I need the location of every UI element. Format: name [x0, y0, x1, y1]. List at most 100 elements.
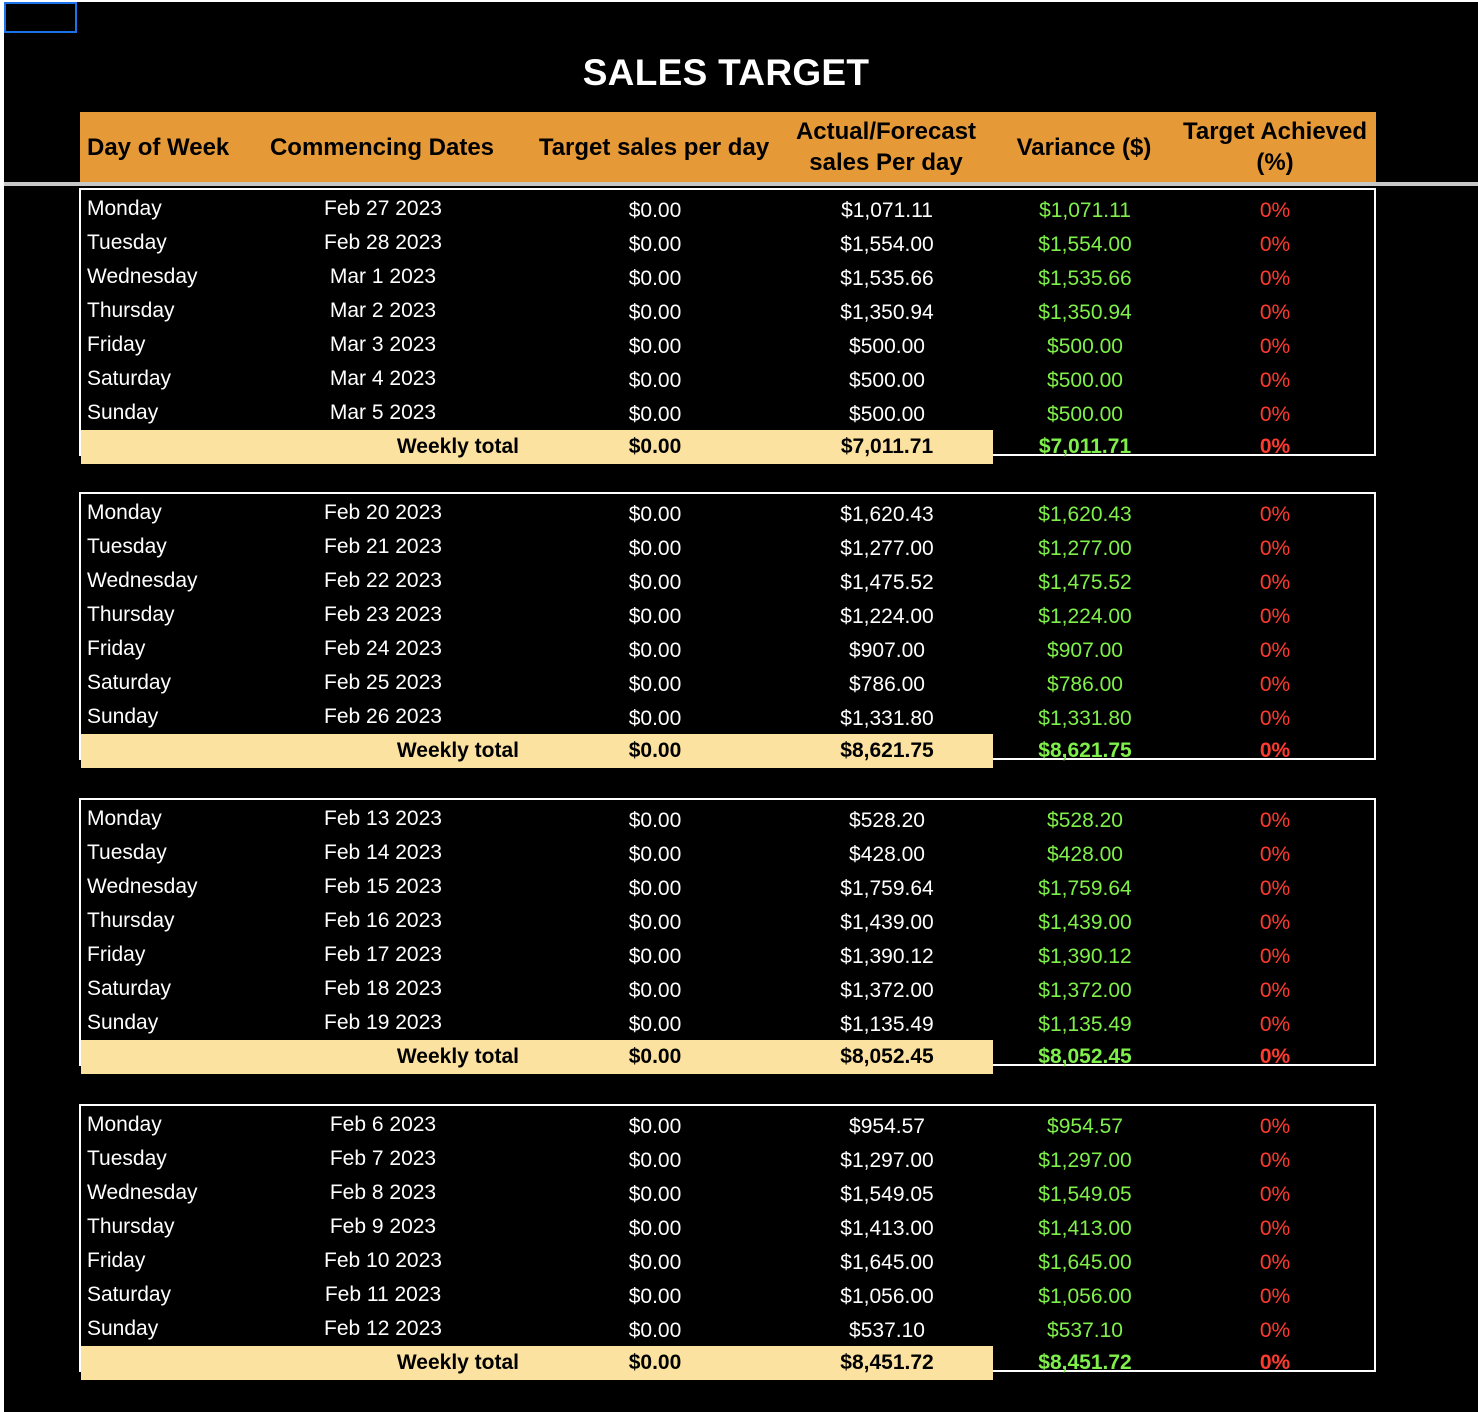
cell-achieved[interactable]: 0%	[1259, 403, 1291, 426]
cell-date[interactable]: Feb 19 2023	[324, 1011, 442, 1034]
cell-day[interactable]: Sunday	[87, 705, 159, 728]
cell-variance[interactable]: $1,554.00	[1038, 233, 1132, 256]
cell-actual[interactable]: $500.00	[849, 369, 925, 392]
cell-target[interactable]: $0.00	[628, 673, 682, 696]
cell-variance[interactable]: $1,439.00	[1038, 911, 1132, 934]
cell-achieved[interactable]: 0%	[1259, 301, 1291, 324]
cell-date[interactable]: Feb 20 2023	[324, 501, 442, 524]
cell-variance[interactable]: $500.00	[1047, 369, 1123, 392]
cell-achieved[interactable]: 0%	[1259, 267, 1291, 290]
cell-day[interactable]: Friday	[87, 1249, 146, 1272]
cell-date[interactable]: Feb 25 2023	[324, 671, 442, 694]
cell-target[interactable]: $0.00	[628, 233, 682, 256]
cell-target[interactable]: $0.00	[628, 639, 682, 662]
cell-day[interactable]: Saturday	[87, 367, 172, 390]
cell-achieved[interactable]: 0%	[1259, 673, 1291, 696]
cell-date[interactable]: Feb 21 2023	[324, 535, 442, 558]
cell-achieved[interactable]: 0%	[1259, 1115, 1291, 1138]
cell-actual[interactable]: $1,620.43	[840, 503, 934, 526]
cell-achieved[interactable]: 0%	[1259, 1183, 1291, 1206]
cell-total-achieved[interactable]: 0%	[1259, 1045, 1291, 1068]
cell-date[interactable]: Mar 1 2023	[329, 265, 437, 288]
cell-day[interactable]: Sunday	[87, 1011, 159, 1034]
cell-achieved[interactable]: 0%	[1259, 911, 1291, 934]
cell-achieved[interactable]: 0%	[1259, 1319, 1291, 1342]
cell-total-achieved[interactable]: 0%	[1259, 1351, 1291, 1374]
cell-achieved[interactable]: 0%	[1259, 843, 1291, 866]
cell-total-actual[interactable]: $8,052.45	[840, 1045, 934, 1068]
cell-target[interactable]: $0.00	[628, 267, 682, 290]
cell-actual[interactable]: $1,535.66	[840, 267, 934, 290]
cell-target[interactable]: $0.00	[628, 199, 682, 222]
cell-day[interactable]: Wednesday	[87, 569, 198, 592]
cell-actual[interactable]: $500.00	[849, 335, 925, 358]
cell-target[interactable]: $0.00	[628, 1115, 682, 1138]
cell-date[interactable]: Feb 24 2023	[324, 637, 442, 660]
cell-actual[interactable]: $1,372.00	[840, 979, 934, 1002]
cell-target[interactable]: $0.00	[628, 911, 682, 934]
active-cell-selection[interactable]	[4, 2, 77, 33]
cell-actual[interactable]: $1,350.94	[840, 301, 934, 324]
cell-variance[interactable]: $1,535.66	[1038, 267, 1132, 290]
cell-total-variance[interactable]: $8,621.75	[1038, 739, 1132, 762]
cell-date[interactable]: Feb 8 2023	[329, 1181, 437, 1204]
cell-achieved[interactable]: 0%	[1259, 335, 1291, 358]
cell-day[interactable]: Monday	[87, 501, 162, 524]
cell-target[interactable]: $0.00	[628, 877, 682, 900]
cell-variance[interactable]: $1,056.00	[1038, 1285, 1132, 1308]
cell-day[interactable]: Tuesday	[87, 841, 167, 864]
cell-achieved[interactable]: 0%	[1259, 809, 1291, 832]
cell-weekly-total-label[interactable]: Weekly total	[396, 435, 519, 458]
cell-day[interactable]: Friday	[87, 943, 146, 966]
cell-variance[interactable]: $786.00	[1047, 673, 1123, 696]
header-day-of-week[interactable]: Day of Week	[87, 112, 267, 182]
cell-date[interactable]: Feb 14 2023	[324, 841, 442, 864]
cell-target[interactable]: $0.00	[628, 571, 682, 594]
cell-actual[interactable]: $954.57	[849, 1115, 925, 1138]
cell-target[interactable]: $0.00	[628, 1013, 682, 1036]
cell-date[interactable]: Feb 18 2023	[324, 977, 442, 1000]
header-variance[interactable]: Variance ($)	[994, 112, 1174, 182]
cell-achieved[interactable]: 0%	[1259, 639, 1291, 662]
cell-achieved[interactable]: 0%	[1259, 233, 1291, 256]
cell-day[interactable]: Tuesday	[87, 231, 167, 254]
cell-day[interactable]: Thursday	[87, 603, 175, 626]
cell-variance[interactable]: $528.20	[1047, 809, 1123, 832]
cell-achieved[interactable]: 0%	[1259, 571, 1291, 594]
cell-achieved[interactable]: 0%	[1259, 1217, 1291, 1240]
cell-day[interactable]: Wednesday	[87, 875, 198, 898]
cell-actual[interactable]: $1,331.80	[840, 707, 934, 730]
cell-target[interactable]: $0.00	[628, 1149, 682, 1172]
cell-total-target[interactable]: $0.00	[628, 739, 682, 762]
header-actual-forecast[interactable]: Actual/Forecast sales Per day	[780, 112, 992, 182]
cell-actual[interactable]: $1,413.00	[840, 1217, 934, 1240]
header-target-achieved[interactable]: Target Achieved (%)	[1174, 112, 1376, 182]
cell-day[interactable]: Saturday	[87, 1283, 172, 1306]
cell-target[interactable]: $0.00	[628, 1217, 682, 1240]
cell-actual[interactable]: $528.20	[849, 809, 925, 832]
cell-variance[interactable]: $1,331.80	[1038, 707, 1132, 730]
cell-target[interactable]: $0.00	[628, 301, 682, 324]
cell-day[interactable]: Friday	[87, 333, 146, 356]
cell-actual[interactable]: $1,056.00	[840, 1285, 934, 1308]
frozen-rows-divider[interactable]	[4, 182, 1478, 186]
cell-actual[interactable]: $1,297.00	[840, 1149, 934, 1172]
cell-variance[interactable]: $428.00	[1047, 843, 1123, 866]
cell-variance[interactable]: $954.57	[1047, 1115, 1123, 1138]
cell-achieved[interactable]: 0%	[1259, 605, 1291, 628]
cell-day[interactable]: Thursday	[87, 299, 175, 322]
cell-actual[interactable]: $1,277.00	[840, 537, 934, 560]
cell-actual[interactable]: $1,475.52	[840, 571, 934, 594]
cell-variance[interactable]: $1,413.00	[1038, 1217, 1132, 1240]
cell-actual[interactable]: $500.00	[849, 403, 925, 426]
cell-variance[interactable]: $1,645.00	[1038, 1251, 1132, 1274]
cell-total-actual[interactable]: $8,451.72	[840, 1351, 934, 1374]
spreadsheet-grid[interactable]	[4, 2, 1478, 1412]
cell-actual[interactable]: $1,224.00	[840, 605, 934, 628]
cell-achieved[interactable]: 0%	[1259, 1149, 1291, 1172]
cell-target[interactable]: $0.00	[628, 605, 682, 628]
cell-actual[interactable]: $786.00	[849, 673, 925, 696]
cell-weekly-total-label[interactable]: Weekly total	[396, 739, 519, 762]
cell-actual[interactable]: $1,135.49	[840, 1013, 934, 1036]
cell-target[interactable]: $0.00	[628, 335, 682, 358]
